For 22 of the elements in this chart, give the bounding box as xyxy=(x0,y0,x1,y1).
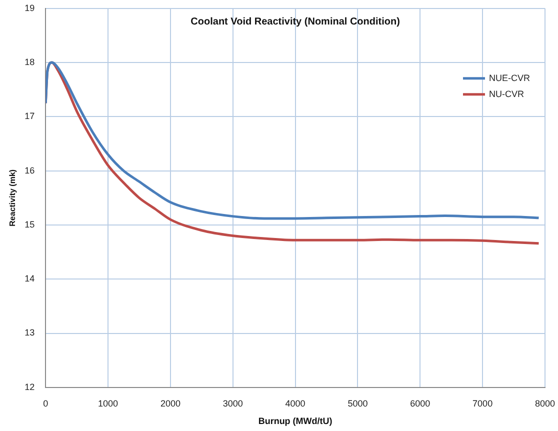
text: Coolant Void Reactivity (Nominal Condition) xyxy=(190,16,400,28)
x-tick-label: 0 xyxy=(43,398,48,408)
y-tick-label: 14 xyxy=(24,274,35,284)
x-tick-label: 7000 xyxy=(472,398,493,408)
x-tick-label: 1000 xyxy=(98,398,118,408)
x-tick-label: 3000 xyxy=(222,398,243,408)
legend-label: NU-CVR xyxy=(488,88,524,99)
y-tick-label: 18 xyxy=(24,57,35,68)
legend-label: NUE-CVR xyxy=(488,72,530,83)
x-tick-label: 2000 xyxy=(160,398,180,408)
y-tick-label: 19 xyxy=(24,2,35,13)
y-tick-label: 12 xyxy=(24,382,35,392)
y-tick-label: 16 xyxy=(24,165,35,176)
y-tick-label: 13 xyxy=(24,328,35,338)
y-tick-label: 15 xyxy=(24,219,35,230)
x-tick-label: 6000 xyxy=(410,398,430,408)
y-axis-title: Reactivity (mk) xyxy=(8,169,18,226)
y-tick-label: 17 xyxy=(24,111,35,122)
x-tick-label: 8000 xyxy=(534,398,556,408)
x-axis-title: Burnup (MWd/tU) xyxy=(258,416,332,426)
x-tick-label: 5000 xyxy=(348,398,368,408)
x-tick-label: 4000 xyxy=(285,398,306,408)
